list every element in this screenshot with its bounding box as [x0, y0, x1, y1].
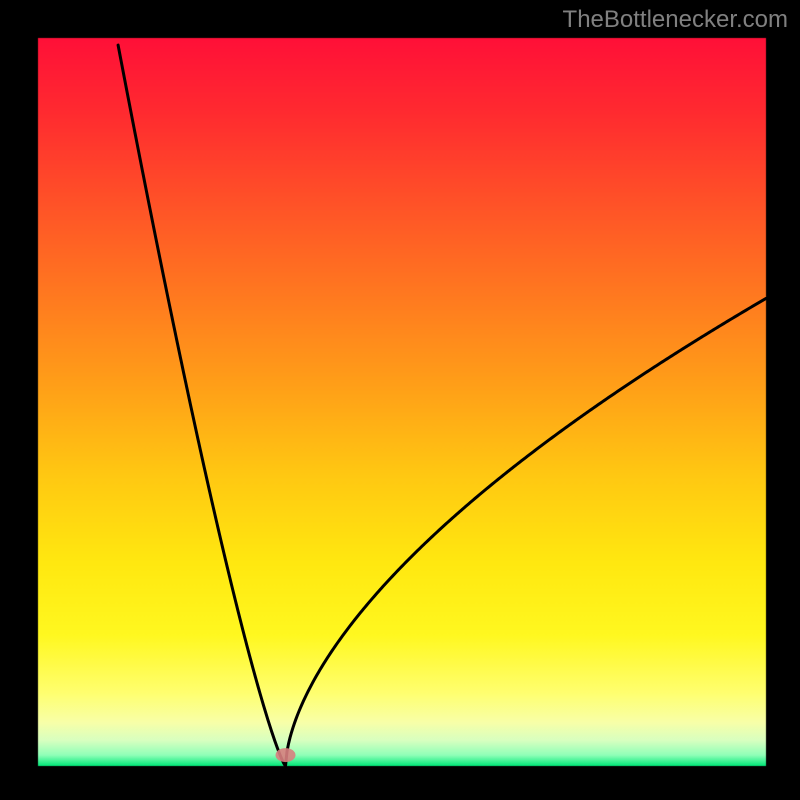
- chart-container: TheBottlenecker.com: [0, 0, 800, 800]
- gradient-background: [0, 0, 800, 800]
- watermark-text: TheBottlenecker.com: [563, 6, 788, 34]
